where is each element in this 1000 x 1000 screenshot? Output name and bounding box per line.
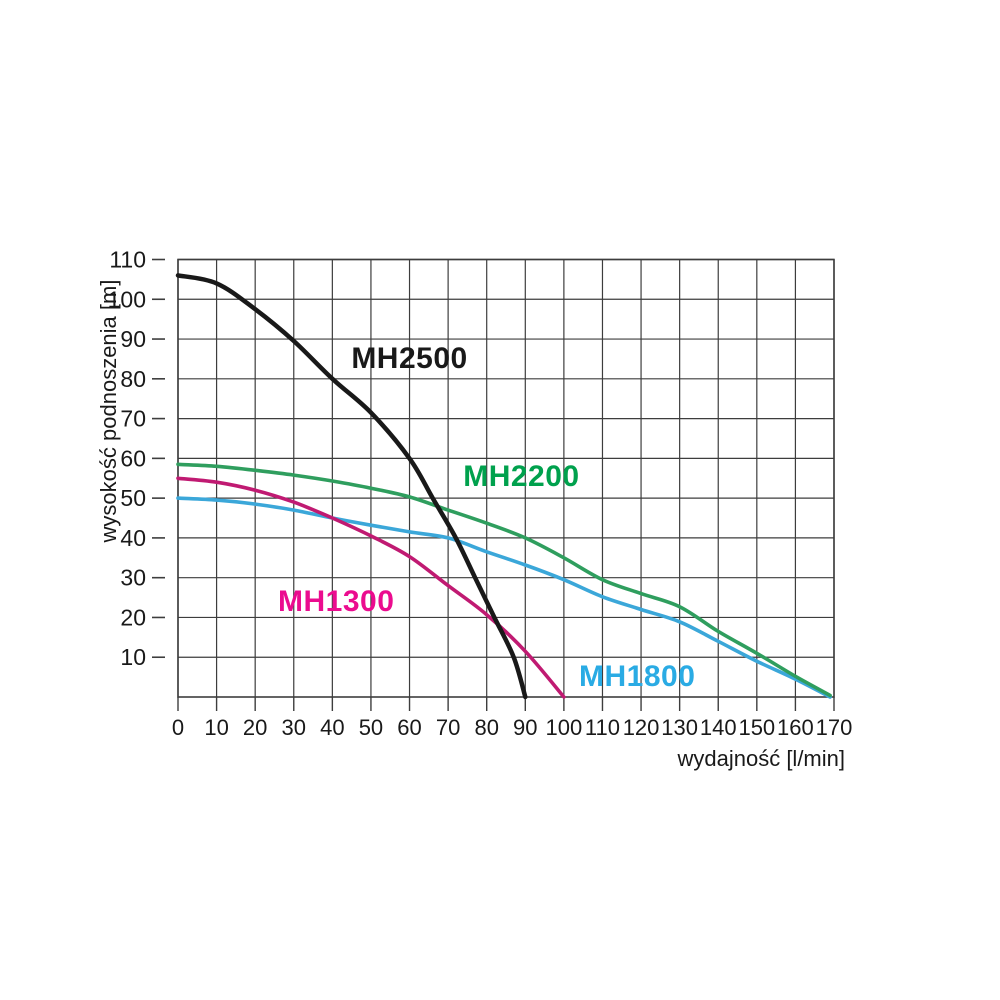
series-label-mh2500: MH2500 [351, 341, 468, 375]
svg-text:40: 40 [320, 715, 344, 740]
series-label-mh2200: MH2200 [463, 459, 580, 493]
svg-text:10: 10 [204, 715, 228, 740]
svg-text:20: 20 [243, 715, 267, 740]
svg-text:60: 60 [120, 445, 146, 471]
svg-text:50: 50 [120, 485, 146, 511]
svg-text:130: 130 [661, 715, 698, 740]
series-label-mh1300: MH1300 [278, 584, 395, 618]
svg-text:70: 70 [120, 406, 146, 432]
svg-text:30: 30 [282, 715, 306, 740]
svg-text:10: 10 [120, 644, 146, 670]
svg-text:80: 80 [474, 715, 498, 740]
svg-text:140: 140 [700, 715, 737, 740]
svg-text:90: 90 [513, 715, 537, 740]
svg-text:60: 60 [397, 715, 421, 740]
x-axis-title: wydajność [l/min] [677, 746, 845, 771]
svg-text:40: 40 [120, 525, 146, 551]
svg-text:100: 100 [108, 286, 146, 312]
svg-text:50: 50 [359, 715, 383, 740]
svg-text:160: 160 [777, 715, 814, 740]
svg-text:0: 0 [172, 715, 184, 740]
svg-text:80: 80 [120, 366, 146, 392]
svg-text:90: 90 [120, 326, 146, 352]
svg-text:20: 20 [120, 604, 146, 630]
y-axis-title: wysokość podnoszenia [m] [96, 279, 121, 543]
svg-text:170: 170 [816, 715, 853, 740]
svg-text:30: 30 [120, 565, 146, 591]
svg-text:120: 120 [623, 715, 660, 740]
svg-text:150: 150 [738, 715, 775, 740]
svg-text:110: 110 [585, 715, 620, 740]
svg-text:70: 70 [436, 715, 460, 740]
series-label-mh1800: MH1800 [578, 660, 696, 694]
svg-text:100: 100 [546, 715, 583, 740]
svg-text:110: 110 [109, 247, 146, 273]
